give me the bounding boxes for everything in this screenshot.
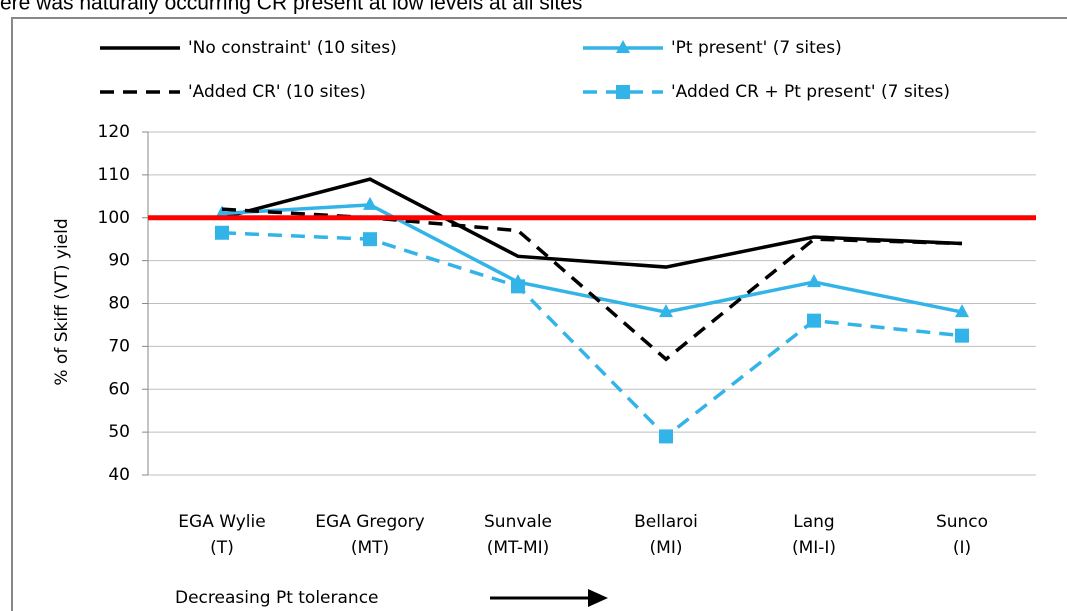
chart-title: ere was naturally occurring CR present a… bbox=[0, 0, 582, 15]
x-tick-label: (T) bbox=[210, 538, 234, 558]
x-tick-label: (MI-I) bbox=[792, 538, 836, 558]
marker bbox=[363, 196, 377, 210]
marker bbox=[659, 429, 673, 444]
x-tick-label: EGA Wylie bbox=[178, 512, 265, 532]
x-tick-label: (MT-MI) bbox=[487, 538, 550, 558]
series-line bbox=[221, 207, 963, 362]
legend-label: 'Pt present' (7 sites) bbox=[671, 38, 842, 58]
marker bbox=[955, 328, 969, 343]
y-tick-label: 110 bbox=[98, 165, 130, 185]
y-tick-label: 80 bbox=[108, 294, 130, 314]
marker bbox=[215, 225, 229, 240]
y-tick-label: 40 bbox=[108, 465, 130, 485]
series-line bbox=[221, 231, 963, 439]
marker bbox=[955, 304, 969, 318]
x-tick-label: Sunvale bbox=[484, 512, 552, 532]
legend-marker bbox=[616, 40, 630, 53]
marker bbox=[511, 279, 525, 294]
y-tick-label: 50 bbox=[108, 422, 130, 442]
annotation-arrowhead bbox=[588, 589, 608, 607]
chart-border bbox=[11, 17, 1067, 611]
y-axis-label: % of Skiff (VT) yield bbox=[52, 218, 72, 385]
x-tick-label: Sunco bbox=[936, 512, 988, 532]
y-tick-label: 100 bbox=[98, 208, 130, 228]
x-tick-label: (MI) bbox=[650, 538, 683, 558]
legend-label: 'No constraint' (10 sites) bbox=[188, 38, 397, 58]
marker bbox=[363, 232, 377, 247]
y-tick-label: 90 bbox=[108, 251, 130, 271]
y-tick-label: 120 bbox=[98, 122, 130, 142]
marker bbox=[807, 274, 821, 288]
y-tick-label: 70 bbox=[108, 336, 130, 356]
series-line bbox=[221, 177, 963, 269]
legend-marker bbox=[616, 85, 630, 99]
marker bbox=[807, 313, 821, 328]
legend-label: 'Added CR + Pt present' (7 sites) bbox=[671, 82, 950, 102]
x-tick-label: Lang bbox=[793, 512, 834, 532]
legend-label: 'Added CR' (10 sites) bbox=[188, 82, 366, 102]
x-tick-label: (MT) bbox=[351, 538, 389, 558]
x-tick-label: Bellaroi bbox=[634, 512, 698, 532]
x-tick-label: EGA Gregory bbox=[315, 512, 424, 532]
y-tick-label: 60 bbox=[108, 379, 130, 399]
annotation: Decreasing Pt tolerance bbox=[175, 588, 379, 608]
marker bbox=[659, 304, 673, 318]
marker bbox=[215, 205, 229, 219]
x-tick-label: (I) bbox=[953, 538, 971, 558]
